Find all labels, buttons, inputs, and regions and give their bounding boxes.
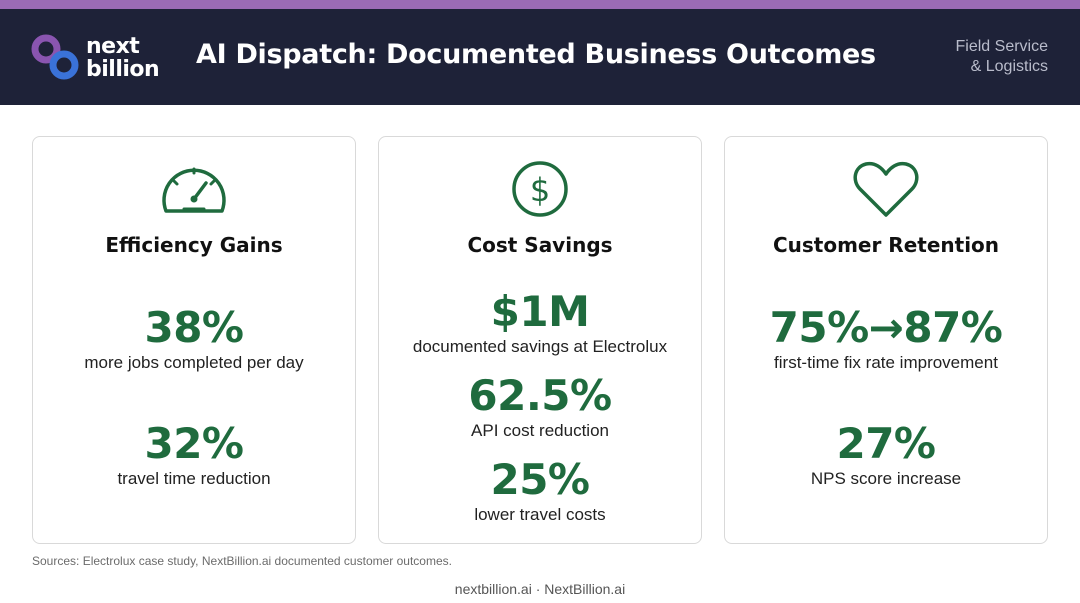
header-bar: next billion AI Dispatch: Documented Bus…: [0, 9, 1080, 105]
stat-label: first-time fix rate improvement: [774, 353, 998, 372]
stat-block: 38% more jobs completed per day: [33, 305, 355, 373]
stat-label: lower travel costs: [474, 505, 606, 524]
dollar-circle-icon: $: [504, 159, 576, 219]
stat-value: 27%: [836, 419, 936, 468]
stat-block: 75%→87% first-time fix rate improvement: [725, 305, 1047, 373]
stat-label: travel time reduction: [117, 469, 271, 488]
stat-block: 32% travel time reduction: [33, 421, 355, 489]
stat-value: 25%: [490, 455, 590, 504]
stat-value: 38%: [144, 303, 244, 352]
nextbillion-logo[interactable]: next billion: [30, 31, 180, 87]
page-subtitle: Field Service & Logistics: [956, 37, 1048, 77]
logo-mark-icon: [31, 34, 79, 80]
footer-text: nextbillion.ai · NextBillion.ai: [454, 581, 626, 597]
logo-wordmark: next billion: [86, 34, 160, 82]
card-customer-retention: Customer Retention 75%→87% first-time fi…: [724, 136, 1048, 544]
stat-block: $1M documented savings at Electrolux: [379, 289, 701, 357]
logo-line2: billion: [86, 57, 160, 82]
stat-value: 62.5%: [468, 371, 612, 420]
card-efficiency-gains: Efficiency Gains 38% more jobs completed…: [32, 136, 356, 544]
card-title: Cost Savings: [467, 233, 613, 257]
stat-label: more jobs completed per day: [84, 353, 304, 372]
subtitle-line1: Field Service: [955, 38, 1048, 55]
card-title: Efficiency Gains: [105, 233, 283, 257]
stat-value: 32%: [144, 419, 244, 468]
speedometer-icon: [158, 159, 230, 219]
stat-block: 27% NPS score increase: [725, 421, 1047, 489]
stat-block: 62.5% API cost reduction: [379, 373, 701, 441]
top-accent-stripe: [0, 0, 1080, 9]
card-cost-savings: $ Cost Savings $1M documented savings at…: [378, 136, 702, 544]
sources-note: Sources: Electrolux case study, NextBill…: [32, 554, 452, 568]
heart-icon: [850, 159, 922, 219]
stat-block: 25% lower travel costs: [379, 457, 701, 525]
stat-label: documented savings at Electrolux: [412, 337, 668, 356]
card-title: Customer Retention: [772, 233, 1000, 257]
stat-value: 75%→87%: [769, 303, 1003, 352]
stat-label: NPS score increase: [810, 469, 962, 488]
logo-line1: next: [86, 34, 140, 59]
stat-label: API cost reduction: [471, 421, 609, 440]
page-title: AI Dispatch: Documented Business Outcome…: [196, 39, 876, 70]
subtitle-line2: & Logistics: [970, 58, 1048, 75]
stat-value: $1M: [490, 287, 590, 336]
svg-text:$: $: [530, 171, 550, 209]
